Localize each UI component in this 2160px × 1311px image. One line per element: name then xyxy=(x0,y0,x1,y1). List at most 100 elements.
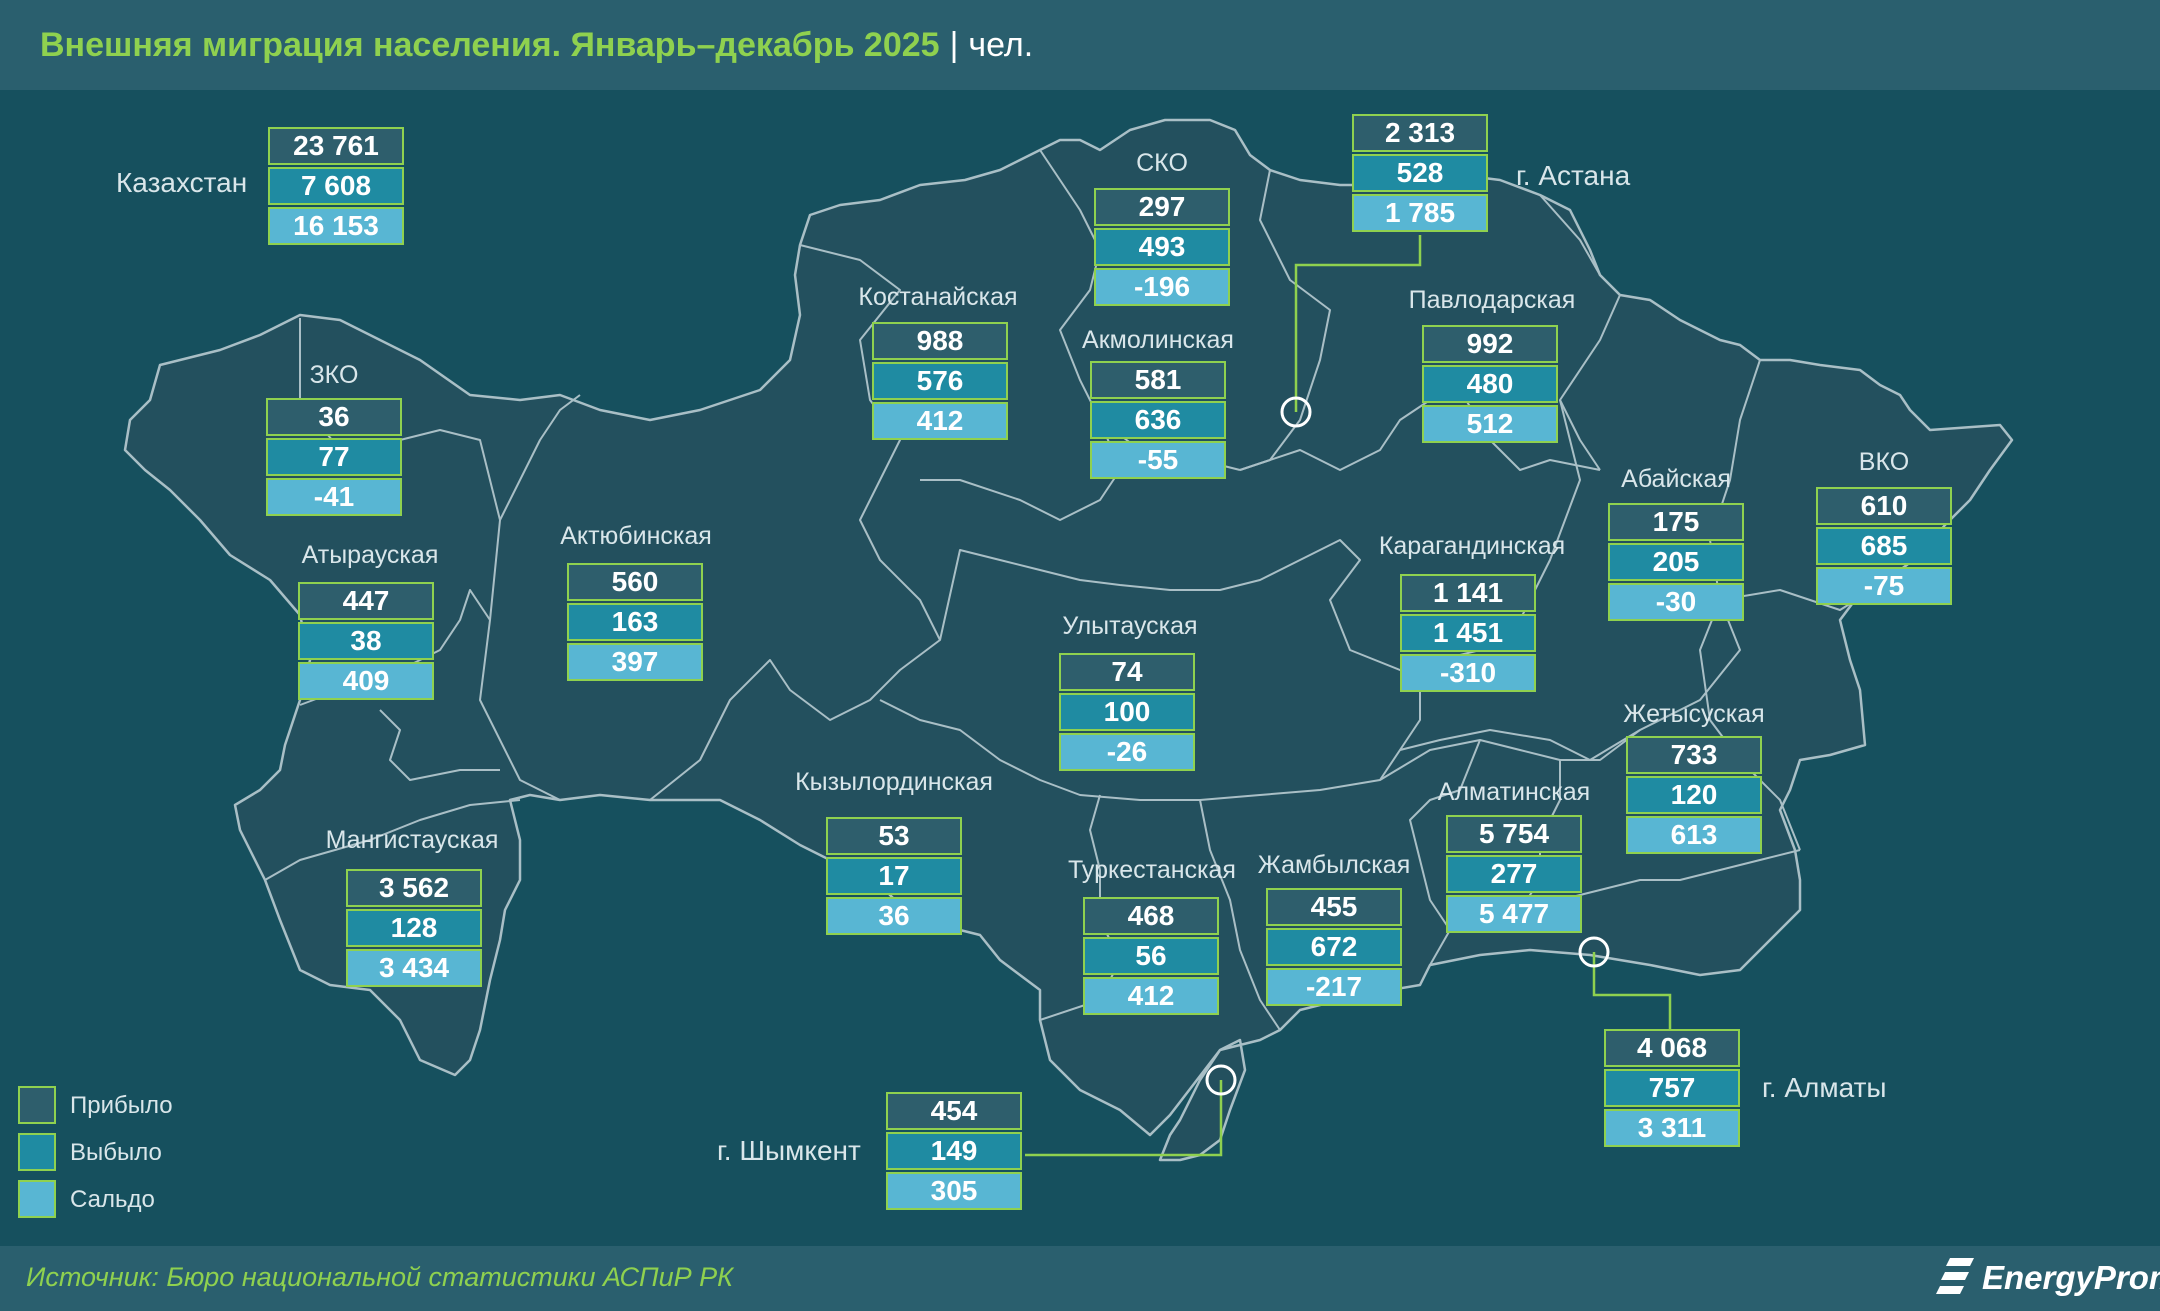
kostanai-left: 576 xyxy=(872,362,1008,400)
shymkent-saldo: 305 xyxy=(886,1172,1022,1210)
label-karaganda: Карагандинская xyxy=(1378,532,1566,560)
karaganda-saldo: -310 xyxy=(1400,654,1536,692)
legend-item-left: Выбыло xyxy=(18,1133,318,1173)
zko-saldo: -41 xyxy=(266,478,402,516)
kyzylorda-arrived: 53 xyxy=(826,817,962,855)
aktobe-saldo: 397 xyxy=(567,643,703,681)
sko-saldo: -196 xyxy=(1094,268,1230,306)
turkestan-saldo: 412 xyxy=(1083,977,1219,1015)
label-pavlodar: Павлодарская xyxy=(1408,286,1576,314)
almaty-city-arrived: 4 068 xyxy=(1604,1029,1740,1067)
zhetysu-left: 120 xyxy=(1626,776,1762,814)
box-kazakhstan: 23 761 7 608 16 153 xyxy=(268,127,404,247)
shymkent-leader-line xyxy=(1025,1080,1223,1157)
shymkent-marker-icon xyxy=(1205,1064,1237,1096)
kostanai-saldo: 412 xyxy=(872,402,1008,440)
label-sko: СКО xyxy=(1136,149,1188,177)
label-kyzylorda: Кызылординская xyxy=(795,768,993,796)
box-shymkent: 454 149 305 xyxy=(886,1092,1022,1212)
label-mangystau: Мангистауская xyxy=(325,826,499,854)
legend-item-arrived: Прибыло xyxy=(18,1086,318,1126)
zhambyl-saldo: -217 xyxy=(1266,968,1402,1006)
astana-leader-line xyxy=(1294,235,1422,412)
label-almaty-region: Алматинская xyxy=(1437,778,1591,806)
akmola-left: 636 xyxy=(1090,401,1226,439)
almaty-marker-icon xyxy=(1578,936,1610,968)
almaty-leader-line xyxy=(1592,952,1672,1030)
mangystau-arrived: 3 562 xyxy=(346,869,482,907)
leader-lines xyxy=(1025,235,1672,1157)
box-kyzylorda: 53 17 36 xyxy=(826,817,962,937)
astana-arrived: 2 313 xyxy=(1352,114,1488,152)
label-astana: г. Астана xyxy=(1516,160,1631,191)
label-kostanai: Костанайская xyxy=(858,283,1018,311)
almaty-region-saldo: 5 477 xyxy=(1446,895,1582,933)
zhetysu-arrived: 733 xyxy=(1626,736,1762,774)
atyrau-arrived: 447 xyxy=(298,582,434,620)
zko-left: 77 xyxy=(266,438,402,476)
box-atyrau: 447 38 409 xyxy=(298,582,434,702)
box-astana: 2 313 528 1 785 xyxy=(1352,114,1488,234)
box-vko: 610 685 -75 xyxy=(1816,487,1952,607)
almaty-city-left: 757 xyxy=(1604,1069,1740,1107)
vko-left: 685 xyxy=(1816,527,1952,565)
label-akmola: Акмолинская xyxy=(1082,326,1234,354)
shymkent-arrived: 454 xyxy=(886,1092,1022,1130)
pavlodar-arrived: 992 xyxy=(1422,325,1558,363)
box-mangystau: 3 562 128 3 434 xyxy=(346,869,482,989)
legend-swatch-saldo xyxy=(18,1180,56,1218)
box-almaty-city: 4 068 757 3 311 xyxy=(1604,1029,1740,1149)
box-zhambyl: 455 672 -217 xyxy=(1266,888,1402,1008)
shymkent-left: 149 xyxy=(886,1132,1022,1170)
footer-bar: Источник: Бюро национальной статистики А… xyxy=(0,1246,2160,1311)
almaty-region-left: 277 xyxy=(1446,855,1582,893)
label-zhetysu: Жетысуская xyxy=(1623,700,1765,728)
akmola-saldo: -55 xyxy=(1090,441,1226,479)
legend-item-saldo: Сальдо xyxy=(18,1180,318,1220)
pavlodar-saldo: 512 xyxy=(1422,405,1558,443)
label-shymkent: г. Шымкент xyxy=(717,1135,861,1166)
abai-left: 205 xyxy=(1608,543,1744,581)
label-kazakhstan: Казахстан xyxy=(116,167,248,198)
vko-saldo: -75 xyxy=(1816,567,1952,605)
box-pavlodar: 992 480 512 xyxy=(1422,325,1558,445)
title-unit: чел. xyxy=(968,26,1034,64)
vko-arrived: 610 xyxy=(1816,487,1952,525)
abai-arrived: 175 xyxy=(1608,503,1744,541)
logo-text: EnergyProm xyxy=(1982,1259,2160,1296)
label-vko: ВКО xyxy=(1858,448,1910,476)
kostanai-arrived: 988 xyxy=(872,322,1008,360)
label-almaty-city: г. Алматы xyxy=(1762,1072,1887,1103)
ulytau-saldo: -26 xyxy=(1059,733,1195,771)
box-almaty-region: 5 754 277 5 477 xyxy=(1446,815,1582,935)
mangystau-saldo: 3 434 xyxy=(346,949,482,987)
label-atyrau: Атырауская xyxy=(301,541,439,569)
title-separator: | xyxy=(949,26,959,64)
label-turkestan: Туркестанская xyxy=(1068,856,1236,884)
akmola-arrived: 581 xyxy=(1090,361,1226,399)
sko-arrived: 297 xyxy=(1094,188,1230,226)
kyzylorda-left: 17 xyxy=(826,857,962,895)
label-ulytau: Улытауская xyxy=(1062,612,1198,640)
title-text: Внешняя миграция населения. Январь–декаб… xyxy=(40,26,940,64)
kazakhstan-arrived: 23 761 xyxy=(268,127,404,165)
kazakhstan-left: 7 608 xyxy=(268,167,404,205)
source-note: Источник: Бюро национальной статистики А… xyxy=(26,1262,734,1292)
aktobe-left: 163 xyxy=(567,603,703,641)
atyrau-left: 38 xyxy=(298,622,434,660)
energyprom-logo-icon xyxy=(1936,1258,1974,1294)
abai-saldo: -30 xyxy=(1608,583,1744,621)
box-zko: 36 77 -41 xyxy=(266,398,402,518)
kyzylorda-saldo: 36 xyxy=(826,897,962,935)
page-title: Внешняя миграция населения. Январь–декаб… xyxy=(40,26,1033,65)
box-abai: 175 205 -30 xyxy=(1608,503,1744,623)
zhambyl-arrived: 455 xyxy=(1266,888,1402,926)
box-kostanai: 988 576 412 xyxy=(872,322,1008,442)
astana-left: 528 xyxy=(1352,154,1488,192)
zko-arrived: 36 xyxy=(266,398,402,436)
aktobe-arrived: 560 xyxy=(567,563,703,601)
pavlodar-left: 480 xyxy=(1422,365,1558,403)
label-zhambyl: Жамбылская xyxy=(1257,851,1411,879)
astana-saldo: 1 785 xyxy=(1352,194,1488,232)
turkestan-left: 56 xyxy=(1083,937,1219,975)
